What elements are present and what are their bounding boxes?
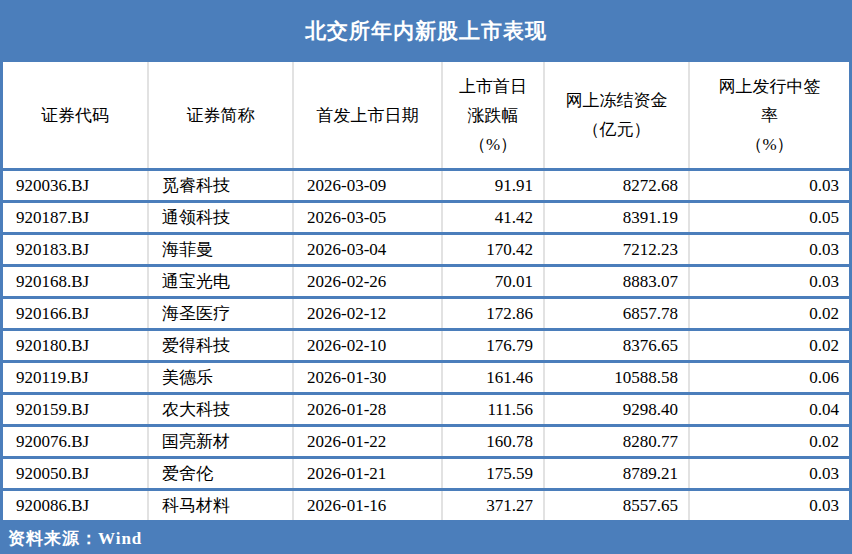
new-stock-table: 证券代码证券简称首发上市日期上市首日涨跌幅（%）网上冻结资金（亿元）网上发行中签…	[0, 62, 852, 523]
table-row: 920166.BJ海圣医疗2026-02-12172.866857.780.02	[3, 296, 849, 328]
cell-chg: 160.78	[441, 427, 543, 456]
cell-frozen: 7212.23	[543, 235, 688, 264]
cell-code: 920187.BJ	[3, 203, 147, 232]
column-header-frozen: 网上冻结资金（亿元）	[543, 62, 688, 168]
cell-rate: 0.03	[688, 459, 849, 488]
cell-date: 2026-03-05	[292, 203, 441, 232]
table-row: 920050.BJ爱舍伦2026-01-21175.598789.210.03	[3, 456, 849, 488]
cell-frozen: 8376.65	[543, 331, 688, 360]
cell-code: 920119.BJ	[3, 363, 147, 392]
new-stock-performance-figure: 北交所年内新股上市表现 证券代码证券简称首发上市日期上市首日涨跌幅（%）网上冻结…	[0, 0, 852, 554]
cell-date: 2026-01-30	[292, 363, 441, 392]
cell-name: 国亮新材	[147, 427, 292, 456]
cell-rate: 0.02	[688, 299, 849, 328]
cell-frozen: 6857.78	[543, 299, 688, 328]
cell-chg: 371.27	[441, 491, 543, 520]
cell-frozen: 10588.58	[543, 363, 688, 392]
cell-date: 2026-01-21	[292, 459, 441, 488]
table-header-row: 证券代码证券简称首发上市日期上市首日涨跌幅（%）网上冻结资金（亿元）网上发行中签…	[3, 62, 849, 168]
cell-code: 920076.BJ	[3, 427, 147, 456]
table-row: 920119.BJ美德乐2026-01-30161.4610588.580.06	[3, 360, 849, 392]
table-row: 920183.BJ海菲曼2026-03-04170.427212.230.03	[3, 232, 849, 264]
cell-date: 2026-02-26	[292, 267, 441, 296]
cell-name: 爱得科技	[147, 331, 292, 360]
cell-code: 920159.BJ	[3, 395, 147, 424]
cell-frozen: 8280.77	[543, 427, 688, 456]
cell-frozen: 9298.40	[543, 395, 688, 424]
page-title: 北交所年内新股上市表现	[0, 0, 852, 62]
cell-date: 2026-02-12	[292, 299, 441, 328]
cell-name: 科马材料	[147, 491, 292, 520]
cell-rate: 0.02	[688, 427, 849, 456]
cell-name: 美德乐	[147, 363, 292, 392]
cell-frozen: 8557.65	[543, 491, 688, 520]
cell-frozen: 8789.21	[543, 459, 688, 488]
cell-date: 2026-02-10	[292, 331, 441, 360]
cell-date: 2026-01-16	[292, 491, 441, 520]
cell-chg: 170.42	[441, 235, 543, 264]
column-header-chg: 上市首日涨跌幅（%）	[441, 62, 543, 168]
cell-code: 920036.BJ	[3, 171, 147, 200]
cell-name: 通宝光电	[147, 267, 292, 296]
cell-code: 920183.BJ	[3, 235, 147, 264]
cell-code: 920180.BJ	[3, 331, 147, 360]
cell-rate: 0.03	[688, 235, 849, 264]
cell-date: 2026-03-04	[292, 235, 441, 264]
cell-rate: 0.03	[688, 491, 849, 520]
cell-chg: 161.46	[441, 363, 543, 392]
cell-rate: 0.03	[688, 171, 849, 200]
cell-name: 觅睿科技	[147, 171, 292, 200]
column-header-code: 证券代码	[3, 62, 147, 168]
column-header-name: 证券简称	[147, 62, 292, 168]
cell-frozen: 8272.68	[543, 171, 688, 200]
cell-rate: 0.03	[688, 267, 849, 296]
cell-frozen: 8391.19	[543, 203, 688, 232]
cell-name: 通领科技	[147, 203, 292, 232]
table-row: 920180.BJ爱得科技2026-02-10176.798376.650.02	[3, 328, 849, 360]
cell-chg: 70.01	[441, 267, 543, 296]
table-body: 920036.BJ觅睿科技2026-03-0991.918272.680.039…	[3, 168, 849, 520]
cell-name: 海圣医疗	[147, 299, 292, 328]
cell-name: 海菲曼	[147, 235, 292, 264]
column-header-rate: 网上发行中签率（%）	[688, 62, 849, 168]
cell-rate: 0.02	[688, 331, 849, 360]
cell-chg: 91.91	[441, 171, 543, 200]
column-header-date: 首发上市日期	[292, 62, 441, 168]
table-row: 920159.BJ农大科技2026-01-28111.569298.400.04	[3, 392, 849, 424]
cell-rate: 0.06	[688, 363, 849, 392]
source-note: 资料来源：Wind	[0, 523, 852, 554]
cell-rate: 0.04	[688, 395, 849, 424]
cell-chg: 172.86	[441, 299, 543, 328]
cell-name: 农大科技	[147, 395, 292, 424]
cell-code: 920050.BJ	[3, 459, 147, 488]
cell-frozen: 8883.07	[543, 267, 688, 296]
cell-chg: 111.56	[441, 395, 543, 424]
table-row: 920168.BJ通宝光电2026-02-2670.018883.070.03	[3, 264, 849, 296]
cell-code: 920166.BJ	[3, 299, 147, 328]
cell-code: 920086.BJ	[3, 491, 147, 520]
table-row: 920086.BJ科马材料2026-01-16371.278557.650.03	[3, 488, 849, 520]
cell-date: 2026-03-09	[292, 171, 441, 200]
cell-chg: 176.79	[441, 331, 543, 360]
cell-date: 2026-01-22	[292, 427, 441, 456]
cell-rate: 0.05	[688, 203, 849, 232]
table-row: 920036.BJ觅睿科技2026-03-0991.918272.680.03	[3, 168, 849, 200]
cell-code: 920168.BJ	[3, 267, 147, 296]
table-row: 920187.BJ通领科技2026-03-0541.428391.190.05	[3, 200, 849, 232]
cell-date: 2026-01-28	[292, 395, 441, 424]
cell-chg: 175.59	[441, 459, 543, 488]
cell-name: 爱舍伦	[147, 459, 292, 488]
cell-chg: 41.42	[441, 203, 543, 232]
table-row: 920076.BJ国亮新材2026-01-22160.788280.770.02	[3, 424, 849, 456]
